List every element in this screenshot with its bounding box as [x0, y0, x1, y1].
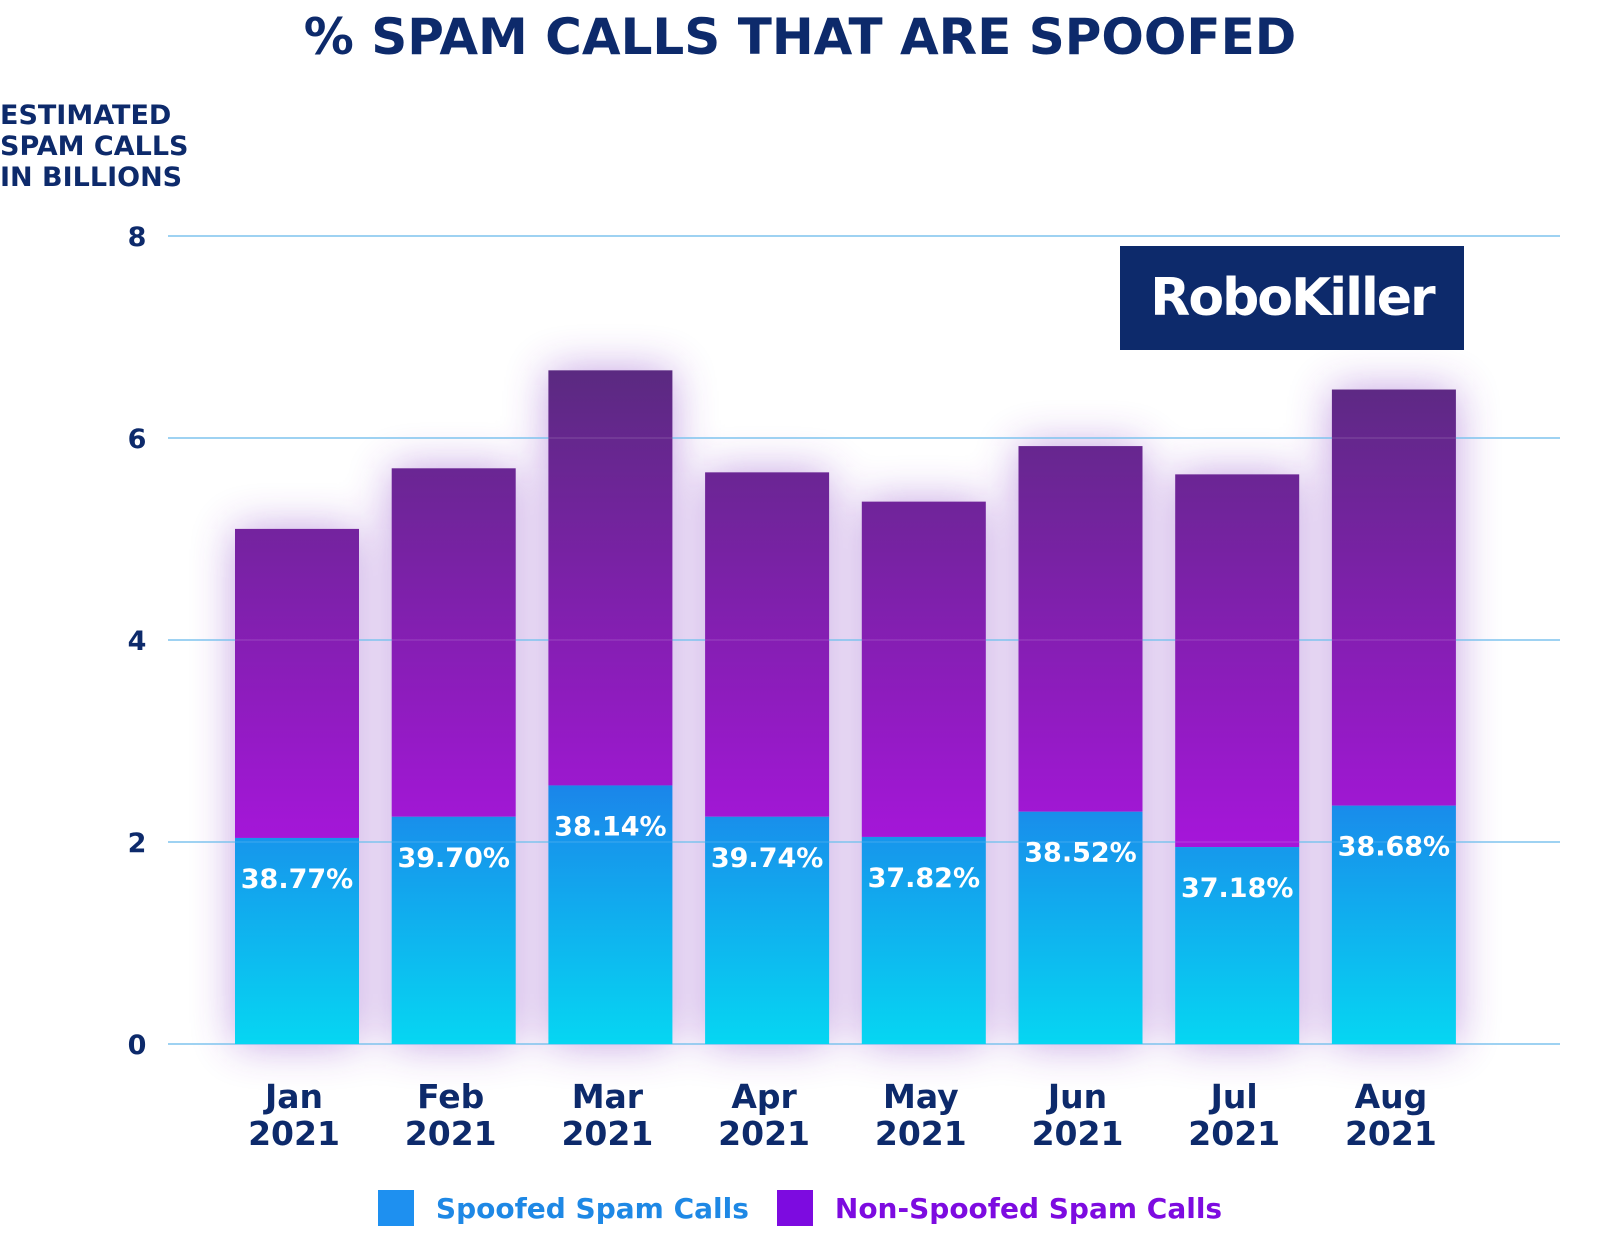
y-tick-label-2: 2	[128, 828, 147, 859]
x-tick-label-month: Aug	[1355, 1077, 1428, 1116]
bar-non-spoofed	[391, 468, 516, 817]
data-label: 37.82%	[868, 863, 980, 894]
bar-spoofed	[1175, 847, 1300, 1044]
x-tick-label-month: Jul	[1209, 1077, 1258, 1116]
x-tick-label-year: 2021	[1032, 1114, 1124, 1153]
legend-label-spoofed: Spoofed Spam Calls	[435, 1191, 749, 1225]
bar-spoofed	[391, 816, 516, 1044]
bar-spoofed	[1331, 805, 1456, 1044]
y-tick-label-0: 0	[128, 1030, 147, 1061]
data-label: 38.52%	[1024, 838, 1136, 869]
x-tick-label-year: 2021	[248, 1114, 340, 1153]
bar-non-spoofed	[705, 472, 830, 817]
bar-non-spoofed	[1331, 389, 1456, 806]
data-label: 38.68%	[1338, 832, 1450, 863]
bar-spoofed	[705, 816, 830, 1044]
y-tick-label-8: 8	[128, 222, 147, 253]
bar-non-spoofed	[861, 501, 986, 837]
logo-text: RoboKiller	[1150, 268, 1435, 328]
data-label: 39.74%	[711, 843, 823, 874]
x-tick-label-year: 2021	[1188, 1114, 1280, 1153]
x-tick-label-month: Feb	[417, 1077, 484, 1116]
x-tick-label-year: 2021	[718, 1114, 810, 1153]
bar-spoofed	[548, 785, 673, 1044]
x-tick-label-month: Jun	[1046, 1077, 1107, 1116]
bar-spoofed	[235, 837, 359, 1044]
legend-item-non-spoofed: Non-Spoofed Spam Calls	[776, 1190, 1223, 1226]
data-label: 38.14%	[554, 811, 666, 842]
robokiller-logo: RoboKiller	[1120, 246, 1464, 350]
y-axis-label: ESTIMATED SPAM CALLS IN BILLIONS	[0, 100, 189, 193]
bar-non-spoofed	[1018, 446, 1143, 812]
x-tick-label-month: Jan	[263, 1077, 323, 1116]
y-tick-label-6: 6	[128, 424, 147, 455]
data-label: 37.18%	[1181, 873, 1293, 904]
bar-spoofed	[861, 836, 986, 1044]
x-tick-label-year: 2021	[875, 1114, 967, 1153]
x-tick-label-year: 2021	[405, 1114, 497, 1153]
x-tick-label-month: May	[883, 1077, 959, 1116]
bar-non-spoofed	[1175, 474, 1300, 848]
legend-swatch-non-spoofed	[776, 1190, 813, 1226]
legend-label-non-spoofed: Non-Spoofed Spam Calls	[834, 1191, 1223, 1225]
legend-item-spoofed: Spoofed Spam Calls	[377, 1190, 749, 1226]
data-label: 38.77%	[241, 864, 353, 895]
y-tick-label-4: 4	[128, 626, 147, 657]
data-label: 39.70%	[397, 843, 509, 874]
chart-title: % SPAM CALLS THAT ARE SPOOFED	[303, 8, 1297, 66]
bar-non-spoofed	[235, 528, 359, 838]
legend: Spoofed Spam Calls Non-Spoofed Spam Call…	[0, 1190, 1600, 1226]
bar-non-spoofed	[548, 370, 673, 786]
bar-spoofed	[1018, 811, 1143, 1044]
x-tick-label-month: Mar	[572, 1077, 644, 1116]
legend-swatch-spoofed	[377, 1190, 414, 1226]
x-tick-label-month: Apr	[731, 1077, 797, 1116]
x-tick-label-year: 2021	[1345, 1114, 1437, 1153]
x-tick-label-year: 2021	[561, 1114, 653, 1153]
